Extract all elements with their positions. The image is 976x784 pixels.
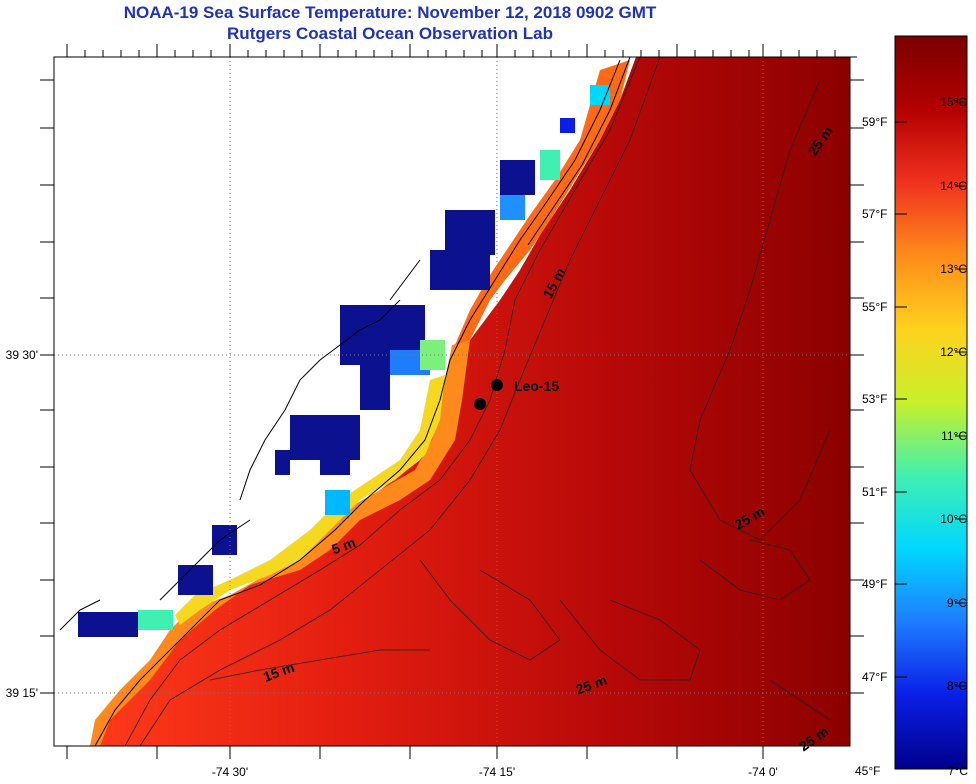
cb-c-14: 14°C (940, 179, 967, 193)
map-subtitle: Rutgers Coastal Ocean Observation Lab (227, 24, 553, 43)
cb-c-11: 11°C (941, 429, 967, 443)
colorbar-fahrenheit-ticks (895, 121, 907, 678)
map-title: NOAA-19 Sea Surface Temperature: Novembe… (123, 3, 657, 22)
cb-c-10: 10°C (940, 512, 967, 526)
nearshore-yellow-band (175, 375, 445, 625)
coastline (59, 57, 631, 746)
depth-contours (124, 57, 831, 746)
cb-c-8: 8°C (947, 679, 967, 693)
colorbar (894, 35, 968, 770)
lat-label-2: 39 15' (6, 686, 38, 700)
station-marker-1 (491, 379, 503, 391)
graticule (54, 57, 850, 746)
lon-label-1: -74 30' (212, 765, 248, 779)
cb-f-45: 45°F (855, 764, 880, 778)
station-label: Leo-15 (514, 378, 559, 394)
cb-c-12: 12°C (940, 345, 967, 359)
cb-f-59: 59°F (862, 115, 887, 129)
cb-c-13: 13°C (940, 262, 967, 276)
station-marker-2 (474, 398, 486, 410)
cb-f-53: 53°F (862, 392, 887, 406)
depth-label-5m: 5 m (329, 534, 357, 557)
cb-f-55: 55°F (862, 300, 887, 314)
colorbar-celsius-ticks (955, 101, 967, 687)
lon-label-3: -74 0' (748, 765, 778, 779)
cold-pixel-patches (78, 85, 610, 637)
cb-c-15: 15°C (940, 95, 967, 109)
cb-f-47: 47°F (862, 670, 887, 684)
map-border (53, 56, 851, 747)
cb-f-51: 51°F (862, 485, 887, 499)
cb-c-7: 7°C (948, 764, 968, 778)
cb-f-57: 57°F (862, 207, 887, 221)
lon-label-2: -74 15' (479, 765, 515, 779)
cb-f-49: 49°F (862, 577, 887, 591)
cb-c-9: 9°C (947, 596, 967, 610)
frame-ticks (40, 44, 864, 759)
lat-label-1: 39 30' (6, 348, 38, 362)
